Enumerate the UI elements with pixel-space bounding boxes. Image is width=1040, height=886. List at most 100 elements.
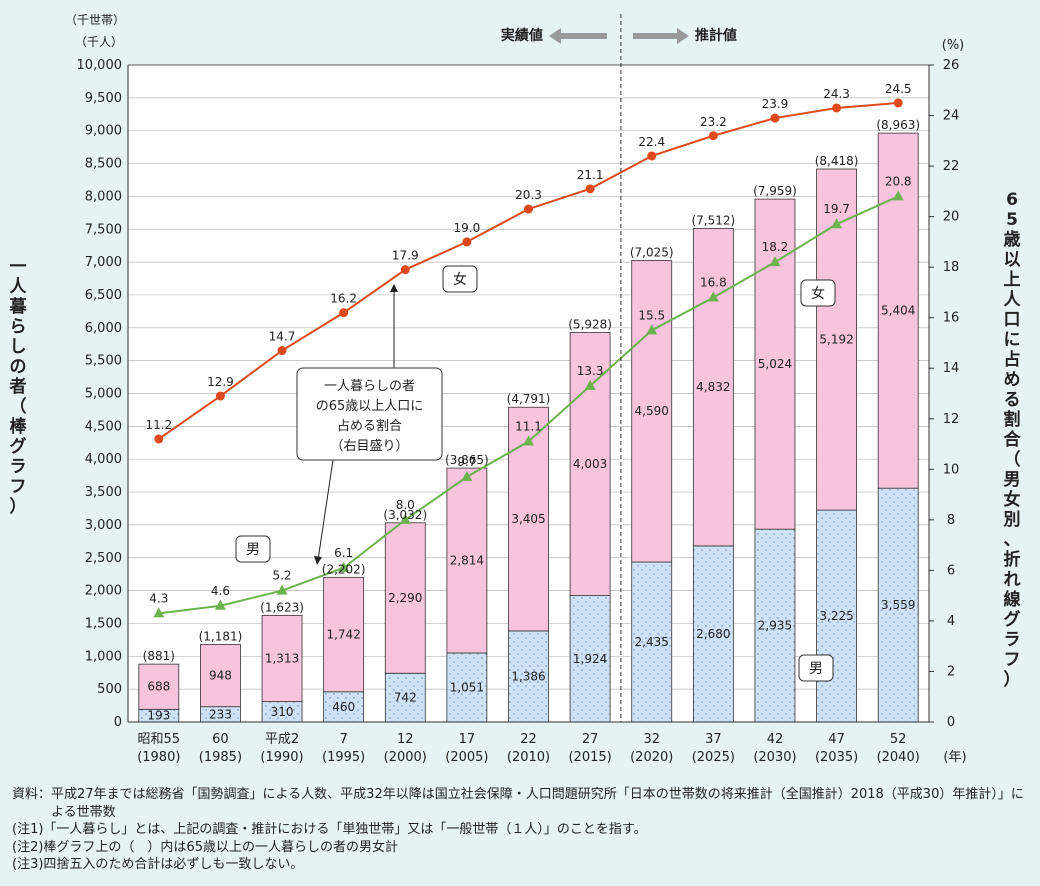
bar-label-male: 2,935 <box>758 619 792 633</box>
callout-text: 一人暮らしの者 <box>324 379 415 394</box>
y-axis-title-left-char: 者 <box>9 376 27 397</box>
x-unit-label: (年) <box>943 750 966 765</box>
y-axis-title-right-char: 折 <box>1004 549 1021 570</box>
y-axis-title-right-char: ） <box>1004 669 1021 690</box>
marker-male <box>399 513 411 524</box>
actual-label: 実績値 <box>501 27 543 44</box>
y-axis-title-left-char: し <box>10 337 27 357</box>
unit-left-persons: （千人） <box>75 35 123 49</box>
marker-female <box>400 265 410 275</box>
bar-label-female: 4,590 <box>635 404 669 418</box>
bar-total-label: (2,202) <box>322 562 366 576</box>
x-tick-era: 37 <box>705 732 722 747</box>
marker-female <box>277 346 287 356</box>
marker-male <box>153 607 165 618</box>
y-axis-title-right-char: 別 <box>1003 510 1021 530</box>
line-label-female: 17.9 <box>392 249 419 263</box>
bar-label-male: 3,225 <box>819 609 853 623</box>
chart: 193 688 (881) 233 948 (1,181) 310 1,313 (1,623) 4… <box>9 13 1022 765</box>
y-axis-title-right-char: 6 <box>1006 190 1018 210</box>
note-3-label: (注3) <box>12 857 44 872</box>
x-tick-era: 22 <box>520 732 537 747</box>
y-axis-title-left-char: ） <box>10 496 27 517</box>
y-axis-title-right-char: 人 <box>1004 290 1022 310</box>
legend-male-lower-text: 男 <box>809 661 823 677</box>
bar-male <box>508 630 549 723</box>
y-tick-left: 2,000 <box>85 584 122 599</box>
y-tick-left: 5,500 <box>85 354 122 369</box>
y-axis-title-right-char: （ <box>1004 449 1021 470</box>
y-tick-left: 3,500 <box>85 485 122 500</box>
projected-label: 推計値 <box>695 27 737 44</box>
line-label-female: 11.2 <box>145 418 172 432</box>
x-tick-era: 17 <box>459 732 476 747</box>
marker-male <box>892 190 904 201</box>
marker-female <box>215 391 225 401</box>
callout-text: の65歳以上人口に <box>316 399 424 414</box>
legend-female-right-box <box>800 279 836 307</box>
line-label-male: 18.2 <box>762 240 789 254</box>
y-tick-left: 0 <box>114 715 122 730</box>
y-axis-title-right-char: 男 <box>1004 470 1021 490</box>
bar-label-female: 5,404 <box>881 304 915 318</box>
y-axis-title-left-char: フ <box>10 477 27 497</box>
bar-female <box>200 644 241 708</box>
y-axis-title-right-char: 口 <box>1004 310 1021 330</box>
bar-label-female: 948 <box>209 669 232 683</box>
marker-female <box>647 151 657 161</box>
note-source: 資料： 平成27年までは総務省「国勢調査」による人数、平成32年以降は国立社会保… <box>12 786 1028 821</box>
callout-text: （右目盛り） <box>330 439 408 454</box>
legend-female-right-text: 女 <box>811 285 825 302</box>
y-axis-title-right-char: 以 <box>1004 250 1021 270</box>
y-axis-title-right-char: フ <box>1004 650 1021 670</box>
bar-label-male: 1,924 <box>573 652 607 666</box>
x-tick-year: (2015) <box>568 750 611 765</box>
bar-total-label: (3,865) <box>445 453 489 467</box>
note-source-label: 資料： <box>12 787 52 802</box>
y-axis-title-right-char: れ <box>1004 570 1021 590</box>
bar-female <box>631 260 673 563</box>
line-label-male: 6.1 <box>334 546 353 560</box>
line-label-female: 12.9 <box>207 375 234 389</box>
callout-line-down <box>317 459 334 561</box>
bar-label-female: 3,405 <box>511 512 545 526</box>
line-label-female: 19.0 <box>454 221 481 235</box>
y-tick-right: 20 <box>943 210 960 225</box>
x-tick-era: 52 <box>890 732 907 747</box>
bar-female <box>384 522 426 674</box>
y-axis-title-left-char: グ <box>10 436 27 457</box>
y-axis-title-left-char: ら <box>10 317 27 337</box>
y-tick-left: 10,000 <box>77 58 123 73</box>
bar-female <box>323 576 365 693</box>
bar-label-female: 5,192 <box>819 333 853 347</box>
bar-label-female: 1,742 <box>326 628 360 642</box>
x-tick-era: 27 <box>582 732 599 747</box>
y-axis-title-right-char: 合 <box>1004 429 1022 450</box>
callout-arrow-up-icon <box>390 284 398 292</box>
y-axis-title-left-char: ラ <box>10 457 27 477</box>
y-axis-title-right-char: 上 <box>1004 270 1021 290</box>
bar-total-label: (7,959) <box>753 184 797 198</box>
marker-male <box>707 291 719 302</box>
note-2-text: 棒グラフ上の（ ）内は65歳以上の一人暮らしの者の男女計 <box>43 839 398 855</box>
bar-female <box>816 168 857 511</box>
bar-label-female: 688 <box>147 680 170 694</box>
y-axis-title-left-char: の <box>10 357 27 377</box>
y-tick-left: 8,500 <box>85 157 122 172</box>
y-tick-left: 3,000 <box>85 518 122 533</box>
x-tick-year: (2010) <box>507 750 550 765</box>
y-tick-left: 7,000 <box>85 255 122 270</box>
bar-label-female: 2,814 <box>450 554 484 568</box>
y-axis-title-left-char: 暮 <box>9 296 28 317</box>
note-1: (注1) 「一人暮らし」とは、上記の調査・推計における「単独世帯」又は「一般世帯… <box>12 821 1028 839</box>
bar-label-male: 2,435 <box>635 635 669 649</box>
line-label-male: 5.2 <box>272 569 291 583</box>
y-tick-left: 500 <box>97 682 122 697</box>
y-tick-left: 4,000 <box>85 452 122 467</box>
y-tick-right: 6 <box>947 563 955 578</box>
y-tick-right: 10 <box>943 462 960 477</box>
bar-female <box>261 614 303 703</box>
y-axis-title-left-char: （ <box>10 396 27 417</box>
bar-total-label: (881) <box>143 649 175 663</box>
bar-female <box>138 663 180 710</box>
